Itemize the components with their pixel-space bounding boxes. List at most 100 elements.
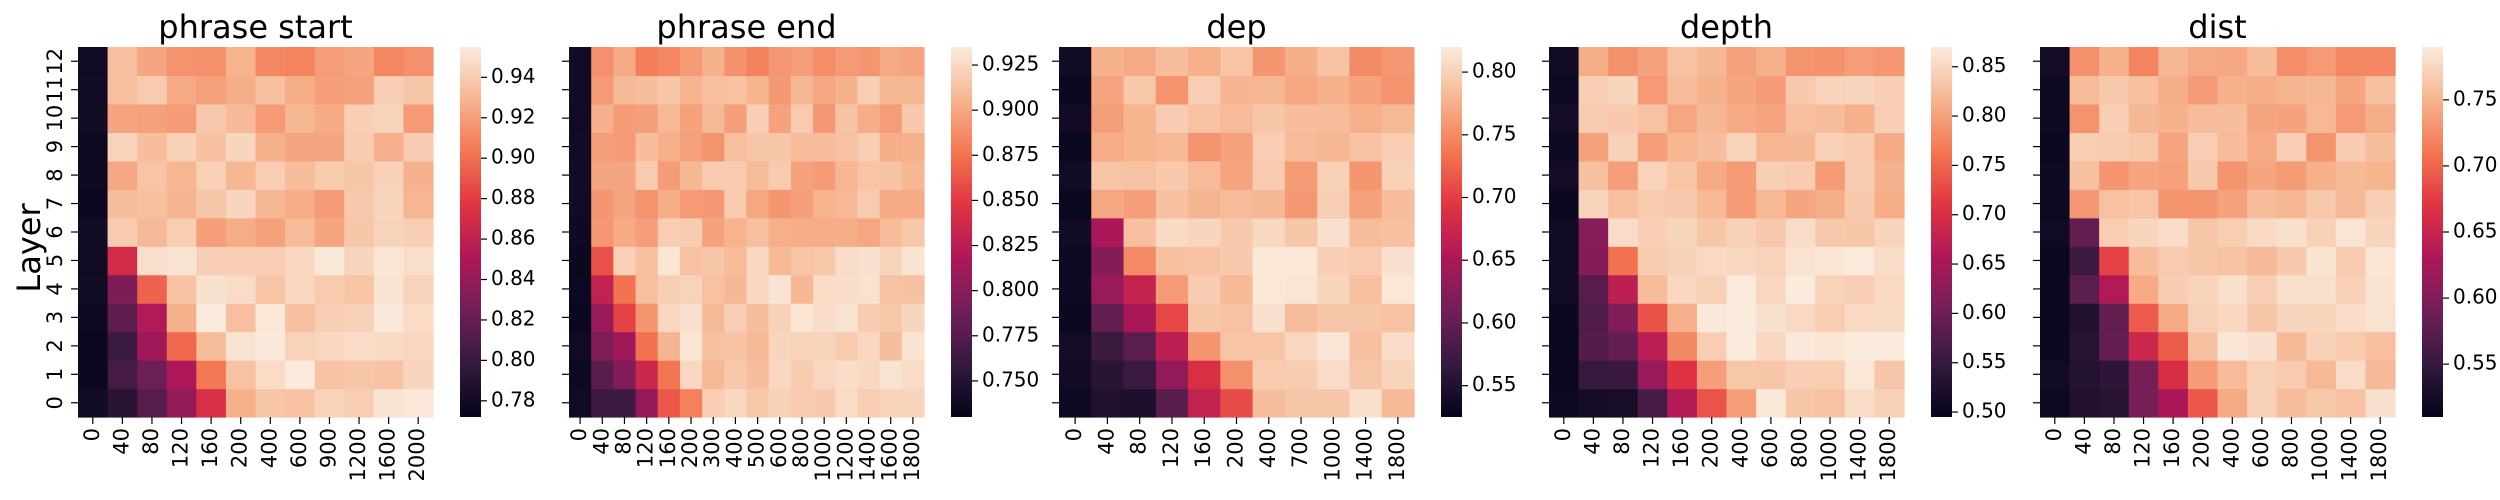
heatmap-cell bbox=[1637, 388, 1668, 418]
heatmap-cell bbox=[702, 132, 725, 162]
heatmap-cell bbox=[1637, 246, 1668, 276]
heatmap-cell bbox=[225, 160, 257, 190]
heatmap-cell bbox=[768, 331, 792, 361]
panel-title: dep bbox=[1206, 8, 1266, 46]
heatmap-cell bbox=[2365, 217, 2396, 247]
heatmap-cell bbox=[569, 303, 592, 333]
heatmap-cell bbox=[166, 132, 197, 162]
heatmap-cell bbox=[2187, 331, 2219, 361]
heatmap-cell bbox=[1059, 103, 1092, 133]
x-tick-label: 700 bbox=[1288, 428, 1312, 468]
heatmap-cell bbox=[225, 388, 257, 418]
x-tick-label: 1000 bbox=[2308, 428, 2332, 481]
heatmap-cell bbox=[1317, 388, 1351, 418]
heatmap-cell bbox=[1059, 47, 1092, 77]
heatmap-cell bbox=[1317, 303, 1351, 333]
heatmap-cell bbox=[2276, 103, 2307, 133]
heatmap-cell bbox=[2099, 75, 2130, 105]
heatmap-cell bbox=[2306, 75, 2337, 105]
heatmap-cell bbox=[1637, 132, 1668, 162]
heatmap-cell bbox=[2306, 132, 2337, 162]
heatmap-cell bbox=[1844, 189, 1876, 219]
heatmap-cell bbox=[1756, 103, 1787, 133]
heatmap-cell bbox=[613, 103, 637, 133]
x-tick-label: 160 bbox=[198, 428, 222, 468]
heatmap-cell bbox=[285, 75, 316, 105]
heatmap-cell bbox=[1317, 246, 1351, 276]
heatmap-cell bbox=[2306, 303, 2337, 333]
heatmap-cell bbox=[107, 388, 138, 418]
heatmap-cell bbox=[225, 360, 257, 390]
heatmap-cell bbox=[613, 388, 637, 418]
heatmap-cell bbox=[1123, 132, 1157, 162]
colorbar bbox=[1931, 47, 1952, 417]
heatmap-cell bbox=[635, 132, 659, 162]
heatmap-cell bbox=[78, 246, 109, 276]
heatmap-cell bbox=[1637, 47, 1668, 77]
heatmap-cell bbox=[1188, 47, 1221, 77]
heatmap-cell bbox=[403, 388, 434, 418]
colorbar-tick-label: 0.80 bbox=[491, 347, 536, 371]
heatmap-cell bbox=[285, 388, 316, 418]
heatmap-cell bbox=[2069, 246, 2100, 276]
heatmap-panel: dep 0 40 80 120 160 200 400 700 1000 1400 1800 0.55 0… bbox=[1052, 8, 1517, 481]
heatmap-cell bbox=[1696, 246, 1728, 276]
heatmap-cell bbox=[78, 274, 109, 304]
heatmap-cell bbox=[1844, 217, 1876, 247]
heatmap-cell bbox=[2217, 132, 2248, 162]
heatmap-cell bbox=[2187, 246, 2219, 276]
colorbar-tick-label: 0.85 bbox=[1962, 53, 2007, 77]
heatmap-cell bbox=[1815, 331, 1846, 361]
heatmap-cell bbox=[1549, 217, 1580, 247]
heatmap-cell bbox=[1667, 388, 1698, 418]
heatmap-cell bbox=[813, 274, 836, 304]
heatmap-cell bbox=[1785, 360, 1816, 390]
heatmap-cell bbox=[196, 388, 227, 418]
heatmap-cell bbox=[591, 189, 614, 219]
heatmap-cell bbox=[314, 47, 345, 77]
heatmap-cell bbox=[2335, 274, 2367, 304]
y-tick-label: 9 bbox=[43, 140, 67, 153]
heatmap-cell bbox=[2187, 75, 2219, 105]
heatmap-cell bbox=[768, 274, 792, 304]
heatmap-cell bbox=[1844, 274, 1876, 304]
colorbar-tick-label: 0.50 bbox=[1962, 399, 2007, 423]
heatmap-cell bbox=[1874, 331, 1905, 361]
heatmap-cell bbox=[255, 274, 286, 304]
heatmap-cell bbox=[255, 217, 286, 247]
heatmap-cell bbox=[2158, 103, 2189, 133]
heatmap-cell bbox=[746, 160, 770, 190]
heatmap-cell bbox=[2099, 388, 2130, 418]
heatmap-cell bbox=[2040, 246, 2071, 276]
heatmap-cell bbox=[166, 47, 197, 77]
heatmap-cell bbox=[657, 360, 681, 390]
heatmap-cell bbox=[657, 303, 681, 333]
heatmap-cell bbox=[1155, 360, 1189, 390]
heatmap-cell bbox=[1785, 75, 1816, 105]
heatmap-cell bbox=[2040, 274, 2071, 304]
heatmap-cell bbox=[373, 388, 405, 418]
heatmap-cell bbox=[314, 360, 345, 390]
heatmap-cell bbox=[746, 75, 770, 105]
heatmap-cell bbox=[901, 274, 925, 304]
panel-title: phrase end bbox=[656, 8, 836, 46]
heatmap-cell bbox=[285, 274, 316, 304]
heatmap-cell bbox=[657, 189, 681, 219]
heatmap-cell bbox=[255, 75, 286, 105]
heatmap-cell bbox=[1059, 331, 1092, 361]
heatmap-cell bbox=[591, 274, 614, 304]
heatmap-cell bbox=[1317, 103, 1351, 133]
x-tick-label: 40 bbox=[2071, 428, 2095, 455]
heatmap-cell bbox=[1317, 331, 1351, 361]
heatmap-cell bbox=[1608, 75, 1639, 105]
heatmap-cell bbox=[1815, 360, 1846, 390]
heatmap-cell bbox=[857, 303, 881, 333]
heatmap-cell bbox=[613, 160, 637, 190]
heatmap-cell bbox=[1123, 331, 1157, 361]
heatmap-cell bbox=[1696, 47, 1728, 77]
heatmap-cell bbox=[768, 246, 792, 276]
heatmap-cell bbox=[2217, 47, 2248, 77]
heatmap-cell bbox=[1252, 246, 1286, 276]
heatmap-cell bbox=[613, 217, 637, 247]
colorbar bbox=[1441, 47, 1462, 417]
